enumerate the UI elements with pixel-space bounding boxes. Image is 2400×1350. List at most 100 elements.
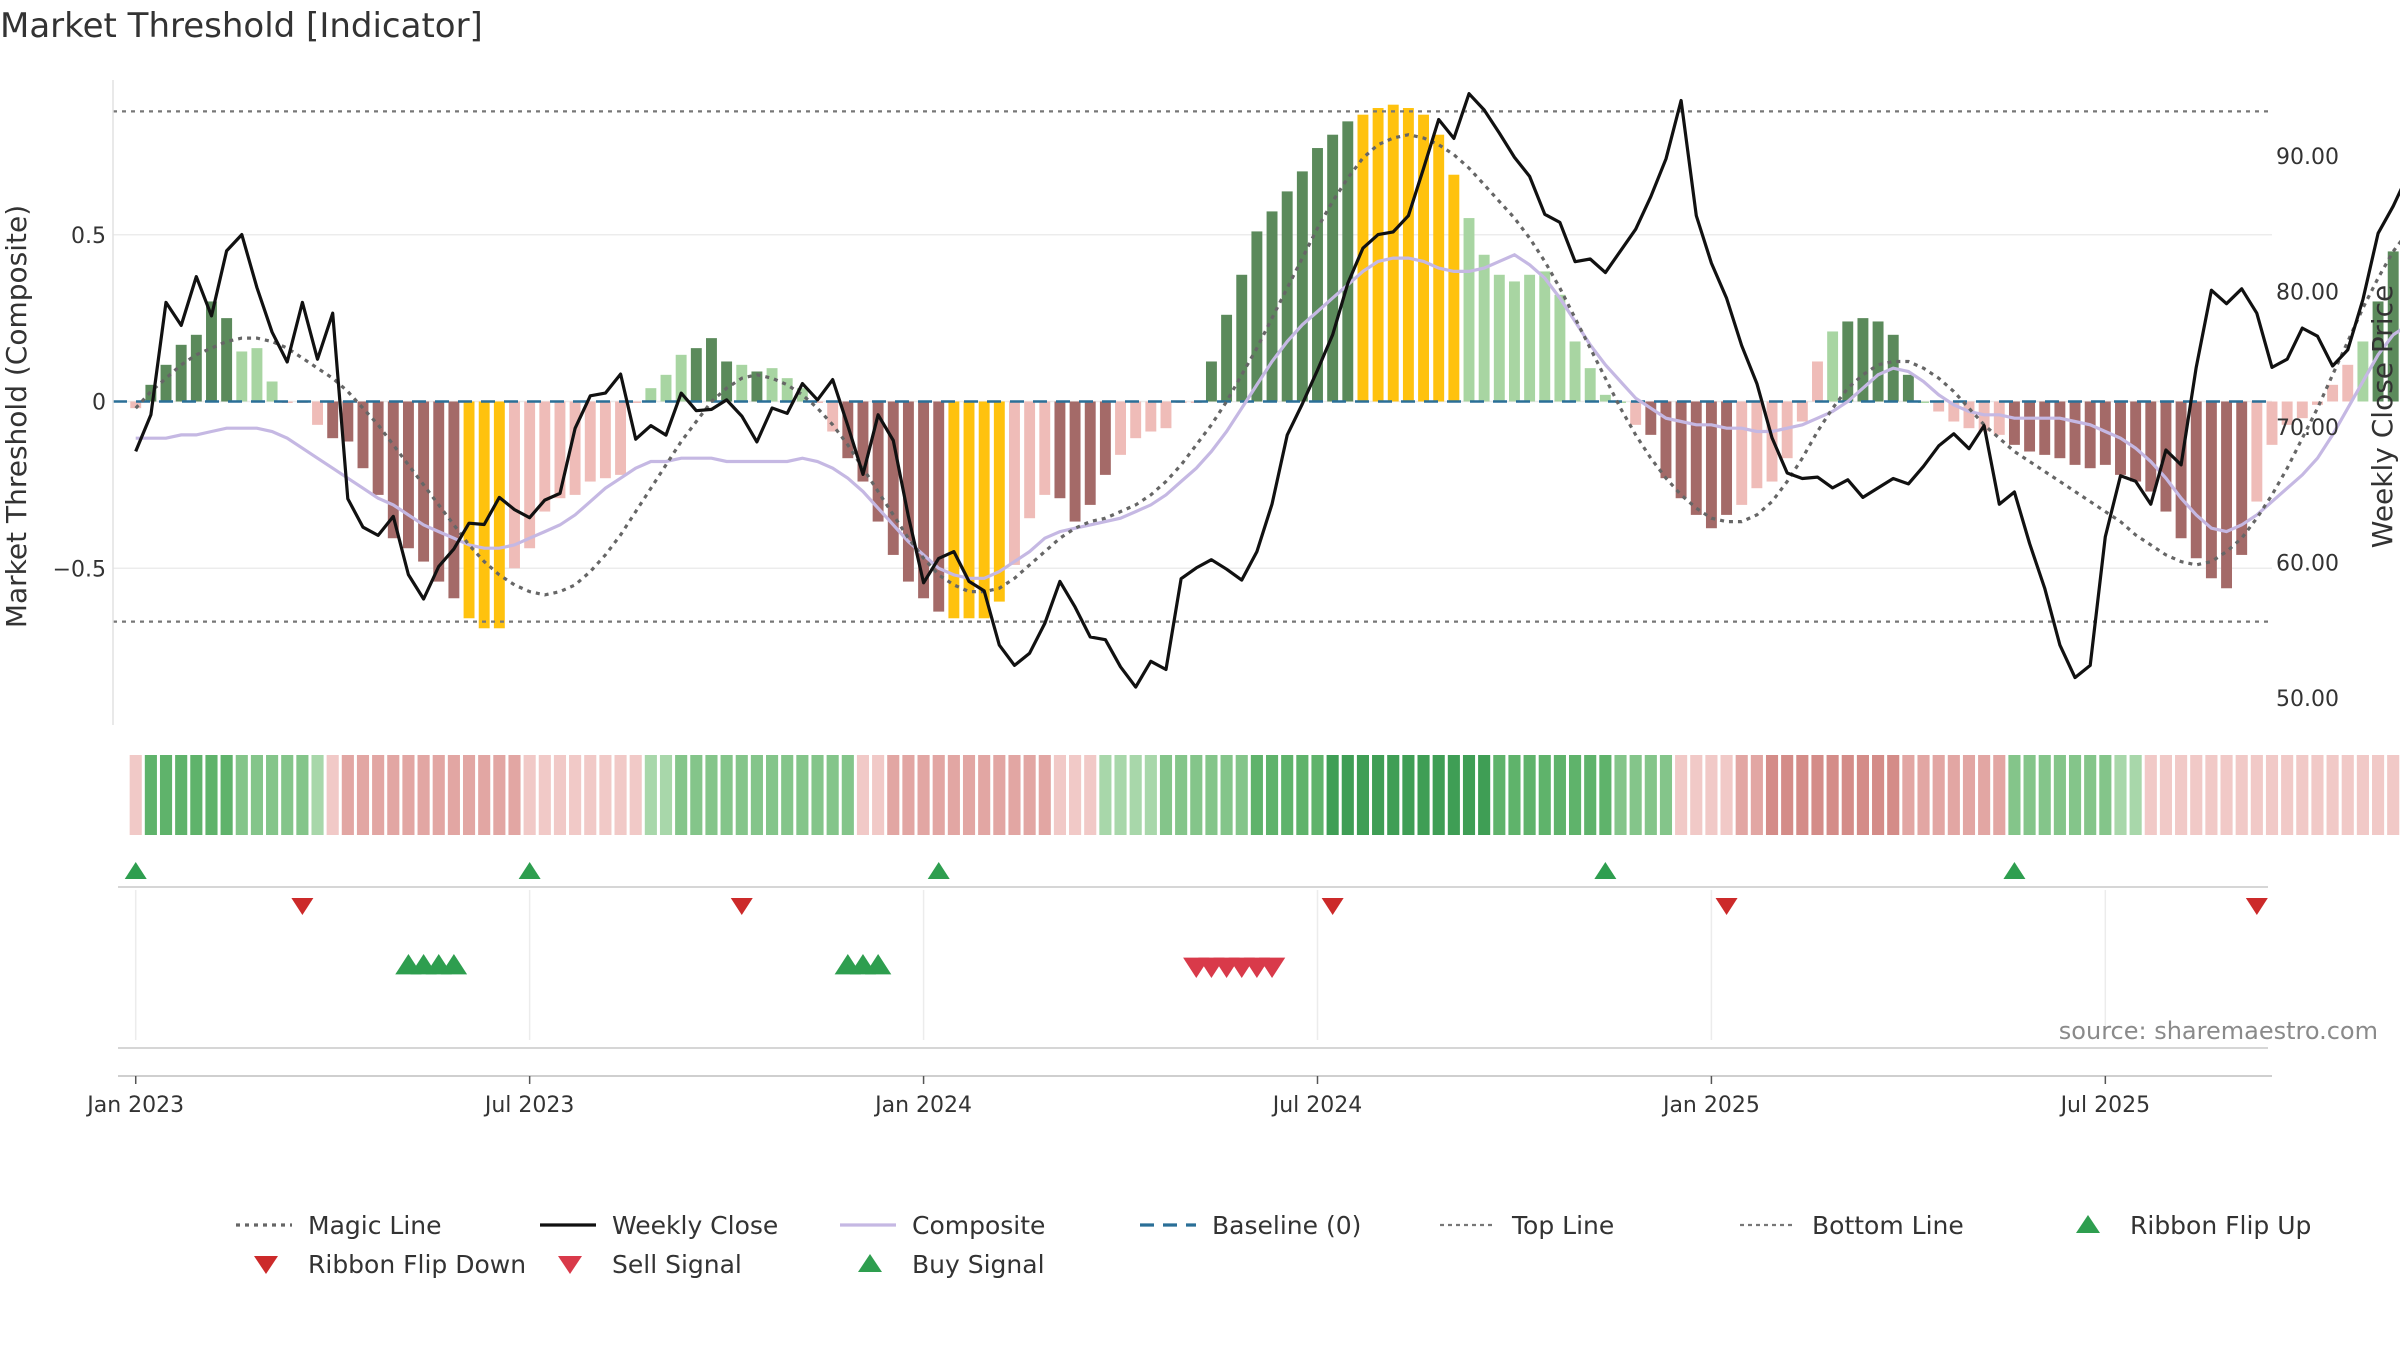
ribbon-cell bbox=[1311, 755, 1324, 835]
composite-bar bbox=[857, 401, 869, 482]
legend-baseline-label: Baseline (0) bbox=[1212, 1211, 1361, 1240]
composite-bar bbox=[2024, 401, 2036, 452]
composite-bar bbox=[615, 401, 627, 475]
ribbon-cell bbox=[1765, 755, 1779, 835]
ribbon-cell bbox=[1872, 755, 1885, 835]
ribbon-cell bbox=[978, 755, 991, 835]
composite-bar bbox=[1751, 401, 1763, 489]
ribbon-cell bbox=[1705, 755, 1718, 835]
composite-bar bbox=[130, 401, 142, 409]
x-tick-label: Jan 2023 bbox=[85, 1093, 184, 1118]
ribbon-cell bbox=[2296, 755, 2309, 835]
composite-bar bbox=[402, 401, 414, 549]
ribbon-cell bbox=[1735, 755, 1748, 835]
composite-bar bbox=[1781, 401, 1793, 459]
composite-bar bbox=[387, 401, 399, 539]
legend-item-close: Weekly Close bbox=[540, 1211, 778, 1240]
ribbon-cell bbox=[1614, 755, 1627, 835]
composite-bar bbox=[1584, 368, 1596, 402]
composite-bar bbox=[1099, 401, 1111, 475]
ribbon-cell bbox=[1175, 755, 1188, 835]
composite-bar bbox=[190, 334, 202, 402]
weekly-close-line bbox=[134, 92, 2400, 689]
composite-bar bbox=[1524, 274, 1536, 402]
legend-buy-label: Buy Signal bbox=[912, 1250, 1045, 1279]
composite-bar bbox=[933, 401, 945, 612]
ribbon-cell bbox=[1856, 755, 1869, 835]
composite-bar bbox=[1645, 401, 1657, 435]
ribbon-cell bbox=[2235, 755, 2248, 835]
ribbon-cell bbox=[2250, 755, 2263, 835]
ribbon-cell bbox=[1447, 755, 1460, 835]
composite-bar bbox=[1872, 321, 1884, 402]
composite-bar bbox=[2372, 301, 2384, 402]
legend-buy-icon bbox=[858, 1254, 882, 1272]
ribbon-cell bbox=[190, 755, 203, 835]
ribbon-cell bbox=[1114, 755, 1127, 835]
ribbon-cell bbox=[1796, 755, 1809, 835]
composite-bar bbox=[206, 301, 217, 402]
composite-bar bbox=[2008, 401, 2020, 445]
ribbon-cell bbox=[917, 755, 930, 835]
ribbon-cell bbox=[2084, 755, 2097, 835]
composite-bar bbox=[993, 401, 1005, 602]
ribbon-cell bbox=[993, 755, 1006, 835]
ribbon-cell bbox=[690, 755, 703, 835]
chart-lines bbox=[113, 92, 2400, 689]
composite-bar bbox=[978, 401, 990, 619]
legend-item-buy: Buy Signal bbox=[858, 1250, 1045, 1279]
ribbon-cell bbox=[2053, 755, 2066, 835]
composite-bar bbox=[1160, 401, 1172, 429]
x-axis: Jan 2023 Jul 2023 Jan 2024 Jul 2024 Jan 2025… bbox=[85, 1075, 2272, 1118]
ribbon-flip-down-marker bbox=[730, 898, 753, 915]
ribbon-flip-down-marker bbox=[291, 898, 314, 915]
ribbon-cell bbox=[569, 755, 582, 835]
ribbon-cell bbox=[947, 755, 960, 835]
composite-bar bbox=[539, 401, 551, 512]
legend-bottom-label: Bottom Line bbox=[1812, 1211, 1964, 1240]
composite-bar bbox=[1357, 114, 1369, 402]
composite-bar bbox=[721, 361, 733, 402]
ribbon-flip-up-marker bbox=[124, 862, 147, 879]
composite-bar bbox=[342, 401, 354, 442]
buy-signal-marker bbox=[864, 954, 892, 975]
composite-bar bbox=[160, 364, 172, 402]
composite-bar bbox=[1418, 114, 1430, 402]
composite-bar bbox=[918, 401, 930, 599]
composite-bar bbox=[463, 401, 475, 619]
ribbon-cell bbox=[1508, 755, 1521, 835]
ribbon-cell bbox=[1750, 755, 1763, 835]
ribbon-cell bbox=[1084, 755, 1097, 835]
legend-up-icon bbox=[2076, 1215, 2100, 1233]
ribbon-cell bbox=[2220, 755, 2233, 835]
legend-item-flip_down: Ribbon Flip Down bbox=[254, 1250, 526, 1279]
ribbon-cell bbox=[2099, 755, 2112, 835]
ribbon-cell bbox=[1341, 755, 1354, 835]
y-tick-label: 0.5 bbox=[71, 224, 106, 249]
composite-bar bbox=[1448, 174, 1460, 402]
ribbon-cell bbox=[462, 755, 476, 835]
y2-tick-label: 90.00 bbox=[2276, 145, 2339, 170]
ribbon-cell bbox=[2038, 755, 2051, 835]
composite-bar bbox=[1221, 314, 1233, 402]
x-tick-label: Jan 2025 bbox=[1661, 1093, 1760, 1118]
composite-bar bbox=[1554, 294, 1566, 402]
ribbon-cell bbox=[326, 755, 339, 835]
legend: Magic Line Weekly Close Composite Baseline … bbox=[236, 1211, 2311, 1279]
ribbon-cell bbox=[1205, 755, 1218, 835]
composite-bar bbox=[1296, 171, 1308, 402]
composite-bar bbox=[1009, 401, 1020, 565]
composite-bar bbox=[2236, 401, 2248, 555]
ribbon-cell bbox=[296, 755, 309, 835]
composite-bar bbox=[554, 401, 566, 499]
composite-bar bbox=[1039, 401, 1051, 495]
ribbon-strip bbox=[129, 755, 2400, 835]
composite-bar bbox=[796, 388, 808, 402]
composite-bar bbox=[1736, 401, 1748, 505]
composite-bar bbox=[584, 401, 596, 482]
composite-bar bbox=[2387, 251, 2399, 402]
ribbon-cell bbox=[1432, 755, 1445, 835]
legend-close-label: Weekly Close bbox=[612, 1211, 778, 1240]
composite-bar bbox=[690, 348, 702, 402]
